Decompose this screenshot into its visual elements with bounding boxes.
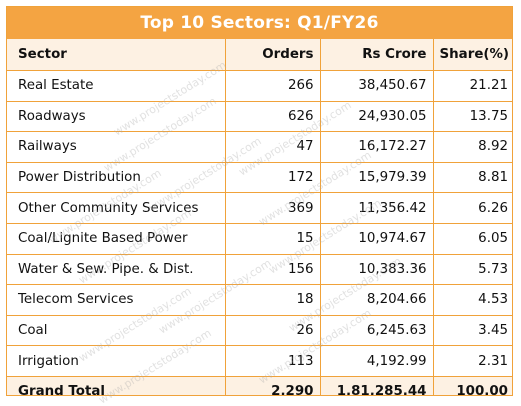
- table-row: Roadways 626 24,930.05 13.75: [7, 100, 512, 133]
- share-cell: 21.21: [432, 70, 512, 102]
- sectors-table: Sector Orders Rs Crore Share(%) Real Est…: [7, 39, 512, 395]
- share-cell: 6.05: [432, 222, 512, 255]
- orders-cell: 18: [224, 284, 321, 316]
- rs-crore-cell: 11,356.42: [319, 192, 434, 224]
- orders-cell: 172: [224, 161, 321, 194]
- sector-cell: Coal: [7, 314, 226, 347]
- header-row: Sector Orders Rs Crore Share(%): [7, 39, 512, 71]
- column-header-share: Share(%): [432, 39, 512, 71]
- rs-crore-cell: 4,192.99: [319, 345, 434, 377]
- grand-total-label: Grand Total: [7, 375, 226, 395]
- rs-crore-cell: 8,204.66: [319, 284, 434, 316]
- sectors-table-panel: Top 10 Sectors: Q1/FY26 Sector Orders Rs…: [6, 6, 513, 396]
- table-row: Railways 47 16,172.27 8.92: [7, 131, 512, 163]
- column-header-sector: Sector: [7, 39, 226, 71]
- table-row: Irrigation 113 4,192.99 2.31: [7, 345, 512, 377]
- table-row: Water & Sew. Pipe. & Dist. 156 10,383.36 5.…: [7, 253, 512, 286]
- share-cell: 2.31: [432, 345, 512, 377]
- sector-cell: Coal/Lignite Based Power: [7, 222, 226, 255]
- grand-total-share: 100.00: [432, 375, 512, 395]
- table-row: Telecom Services 18 8,204.66 4.53: [7, 284, 512, 316]
- grand-total-orders: 2,290: [224, 375, 321, 395]
- table-row: Power Distribution 172 15,979.39 8.81: [7, 161, 512, 194]
- share-cell: 8.81: [432, 161, 512, 194]
- sector-cell: Power Distribution: [7, 161, 226, 194]
- table-row: Other Community Services 369 11,356.42 6.26: [7, 192, 512, 224]
- column-header-orders: Orders: [224, 39, 321, 71]
- orders-cell: 266: [224, 70, 321, 102]
- sector-cell: Other Community Services: [7, 192, 226, 224]
- column-header-rs-crore: Rs Crore: [319, 39, 434, 71]
- sector-cell: Irrigation: [7, 345, 226, 377]
- grand-total-row: Grand Total 2,290 1,81,285.44 100.00: [7, 375, 512, 395]
- share-cell: 13.75: [432, 100, 512, 133]
- orders-cell: 369: [224, 192, 321, 224]
- share-cell: 6.26: [432, 192, 512, 224]
- sector-cell: Water & Sew. Pipe. & Dist.: [7, 253, 226, 286]
- rs-crore-cell: 24,930.05: [319, 100, 434, 133]
- rs-crore-cell: 16,172.27: [319, 131, 434, 163]
- table-row: Coal 26 6,245.63 3.45: [7, 314, 512, 347]
- orders-cell: 626: [224, 100, 321, 133]
- rs-crore-cell: 10,974.67: [319, 222, 434, 255]
- orders-cell: 156: [224, 253, 321, 286]
- sector-cell: Roadways: [7, 100, 226, 133]
- share-cell: 8.92: [432, 131, 512, 163]
- rs-crore-cell: 6,245.63: [319, 314, 434, 347]
- table-title: Top 10 Sectors: Q1/FY26: [7, 7, 512, 39]
- share-cell: 4.53: [432, 284, 512, 316]
- orders-cell: 113: [224, 345, 321, 377]
- sector-cell: Real Estate: [7, 70, 226, 102]
- table-row: Real Estate 266 38,450.67 21.21: [7, 70, 512, 102]
- orders-cell: 26: [224, 314, 321, 347]
- orders-cell: 15: [224, 222, 321, 255]
- rs-crore-cell: 15,979.39: [319, 161, 434, 194]
- orders-cell: 47: [224, 131, 321, 163]
- table-row: Coal/Lignite Based Power 15 10,974.67 6.05: [7, 222, 512, 255]
- sector-cell: Railways: [7, 131, 226, 163]
- grand-total-rs-crore: 1,81,285.44: [319, 375, 434, 395]
- share-cell: 5.73: [432, 253, 512, 286]
- sector-cell: Telecom Services: [7, 284, 226, 316]
- share-cell: 3.45: [432, 314, 512, 347]
- rs-crore-cell: 38,450.67: [319, 70, 434, 102]
- rs-crore-cell: 10,383.36: [319, 253, 434, 286]
